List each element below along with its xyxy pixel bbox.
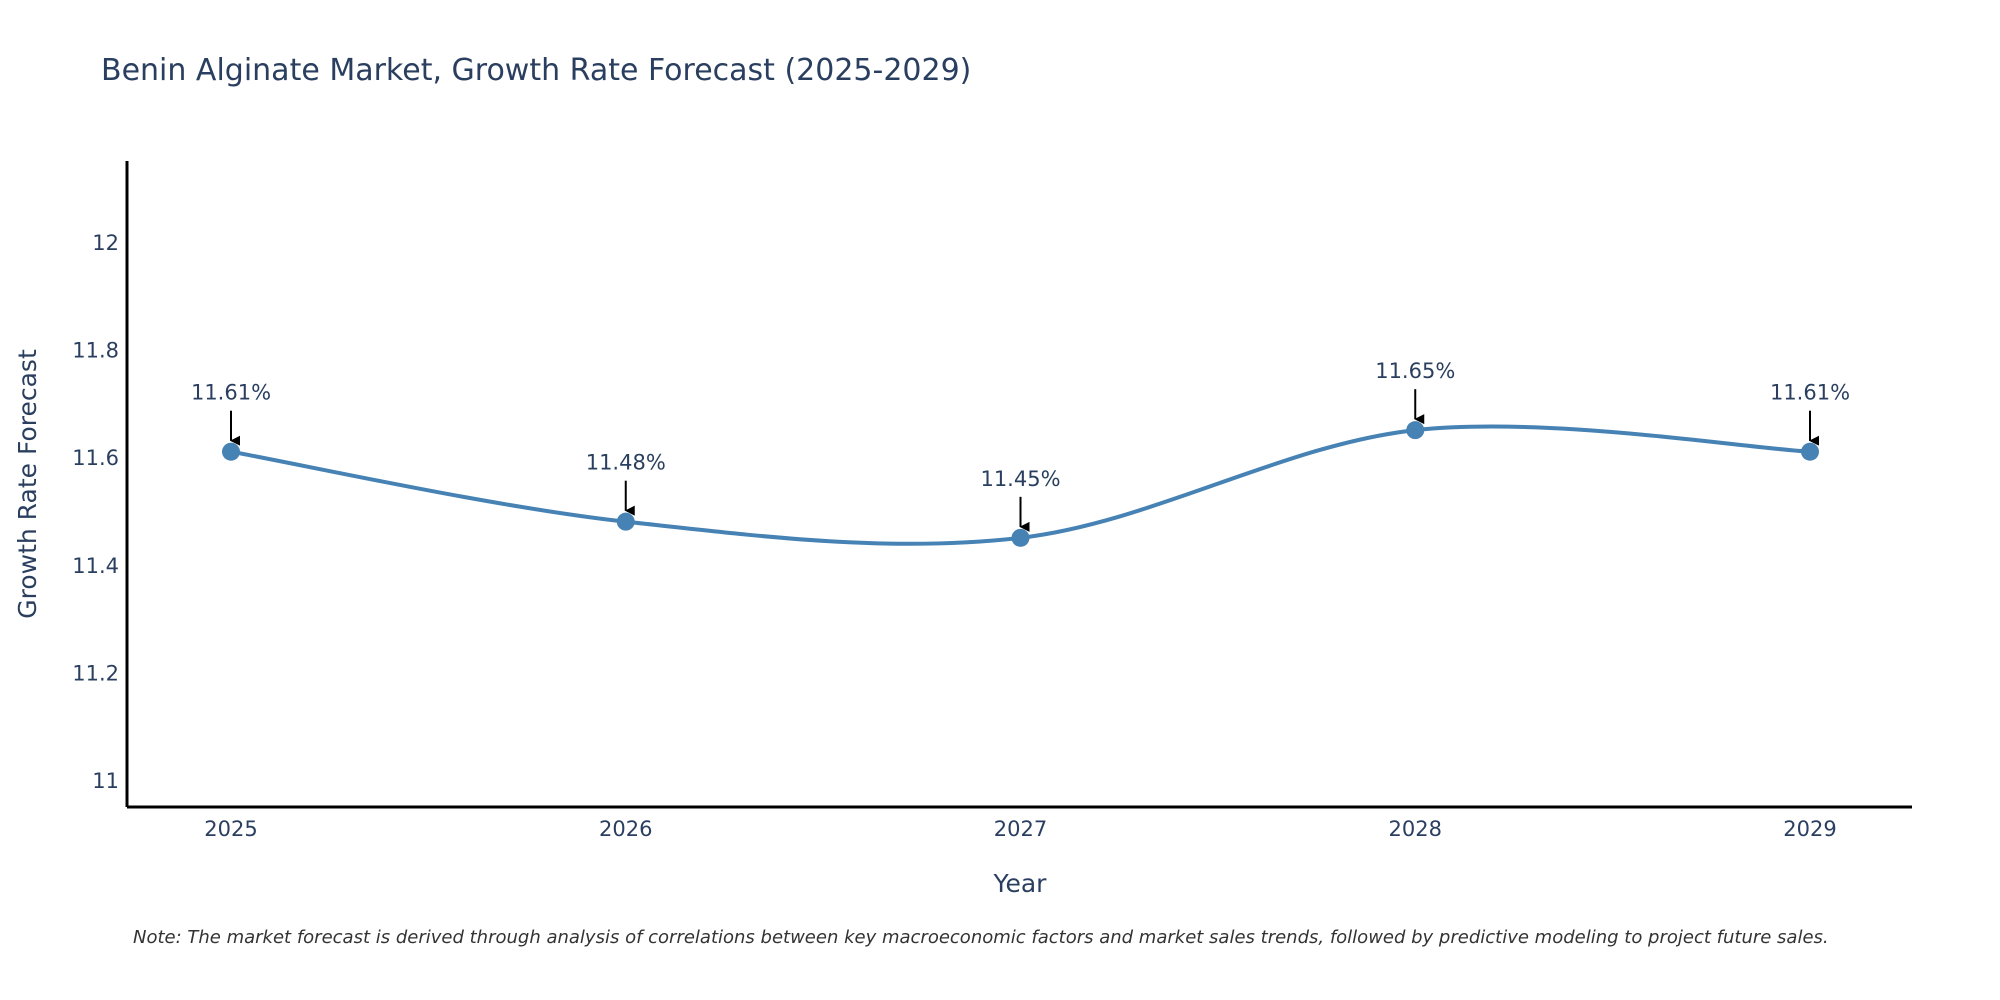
y-axis-title: Growth Rate Forecast <box>13 349 42 619</box>
x-tick-label: 2027 <box>994 817 1047 841</box>
data-point <box>222 442 240 461</box>
data-markers <box>222 421 1819 547</box>
data-label: 11.48% <box>586 451 666 475</box>
data-label: 11.61% <box>1770 381 1850 405</box>
chart-title: Benin Alginate Market, Growth Rate Forec… <box>101 53 971 88</box>
data-point <box>1011 528 1030 547</box>
y-tick-label: 11.8 <box>72 338 119 362</box>
x-axis-ticks: 2025 2026 2027 2028 2029 <box>204 817 1836 841</box>
y-axis-ticks: 11 11.2 11.4 11.6 11.8 12 <box>72 231 119 793</box>
data-label: 11.65% <box>1375 359 1455 383</box>
y-tick-label: 11.2 <box>72 661 119 685</box>
data-point <box>1801 442 1819 461</box>
forecast-note: Note: The market forecast is derived thr… <box>133 927 1829 948</box>
data-annotations: 11.61% 11.48% 11.45% 11.65% 11.61% <box>191 359 1850 532</box>
y-tick-label: 12 <box>92 231 119 255</box>
x-tick-label: 2026 <box>599 817 652 841</box>
x-axis-title: Year <box>993 869 1048 898</box>
y-tick-label: 11 <box>92 769 119 793</box>
data-point <box>1406 421 1425 440</box>
y-tick-label: 11.4 <box>72 554 119 578</box>
y-tick-label: 11.6 <box>72 446 119 470</box>
data-point <box>616 512 635 531</box>
x-tick-label: 2028 <box>1389 817 1442 841</box>
x-tick-label: 2029 <box>1783 817 1836 841</box>
x-tick-label: 2025 <box>204 817 257 841</box>
data-label: 11.61% <box>191 381 271 405</box>
data-label: 11.45% <box>980 467 1060 491</box>
